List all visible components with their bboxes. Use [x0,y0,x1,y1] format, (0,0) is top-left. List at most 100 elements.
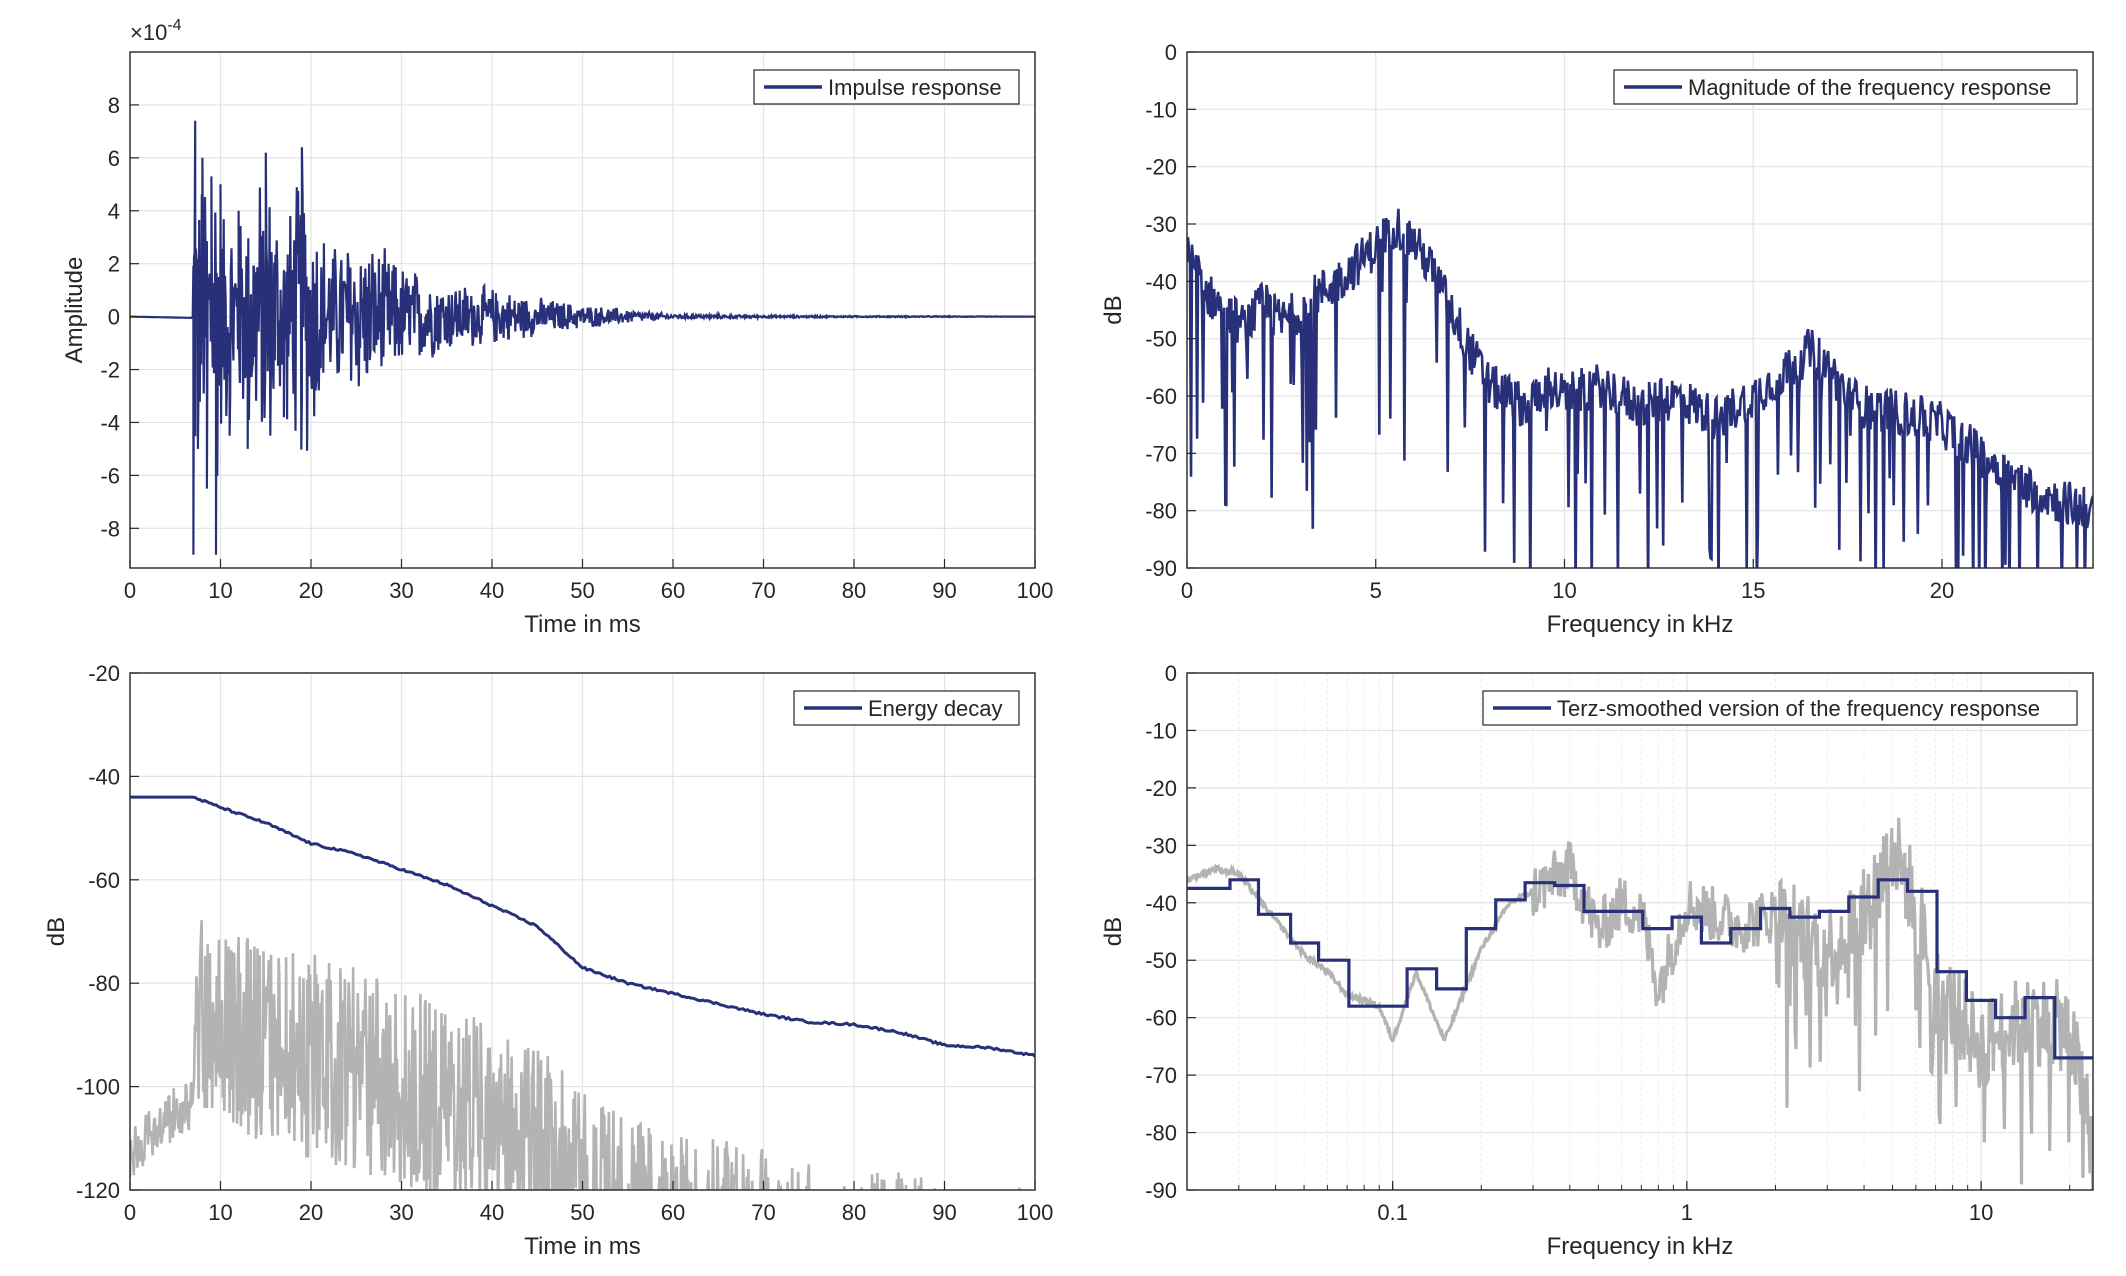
magnitude-y-tick-label: -30 [1145,212,1177,237]
magnitude-y-tick-label: -50 [1145,327,1177,352]
impulse-x-tick-label: 70 [751,578,775,603]
impulse-x-tick-label: 80 [842,578,866,603]
magnitude-frequency-response-plot: 0 5 10 15 20 0 -10 -20 -30 -40 -50 -60 -70 -80 -90 Fr… [1100,40,2094,638]
magnitude-y-ticks: 0 -10 -20 -30 -40 -50 -60 -70 -80 -90 [1145,40,1196,581]
magnitude-y-tick-label: -20 [1145,155,1177,180]
terz-y-tick-label: -60 [1145,1006,1177,1031]
impulse-x-tick-label: 20 [299,578,323,603]
terz-smoothed-line [1187,878,2093,1060]
energy-x-tick-label: 50 [570,1200,594,1225]
magnitude-y-tick-label: -60 [1145,384,1177,409]
terz-legend: Terz-smoothed version of the frequency r… [1482,690,2078,726]
magnitude-y-axis-label: dB [1100,295,1127,324]
magnitude-y-tick-label: -70 [1145,441,1177,466]
energy-x-tick-label: 100 [1017,1200,1054,1225]
energy-x-axis-label: Time in ms [524,1233,640,1260]
magnitude-x-tick-label: 10 [1552,578,1576,603]
magnitude-axes-box [1186,51,2094,569]
impulse-y-tick-label: -2 [100,358,120,383]
terz-y-tick-label: -50 [1145,948,1177,973]
impulse-x-tick-label: 90 [932,578,956,603]
impulse-y-tick-label: 0 [108,305,120,330]
impulse-y-tick-label: -8 [100,516,120,541]
terz-x-axis-label: Frequency in kHz [1547,1233,1734,1260]
impulse-x-tick-label: 10 [208,578,232,603]
impulse-y-tick-label: -4 [100,410,120,435]
terz-smoothed-plot: 0.1 1 10 0 -10 -20 -30 -40 -50 -60 -70 -80 -90 Freq… [1100,661,2094,1260]
energy-y-axis-label: dB [43,917,70,946]
magnitude-x-ticks: 0 5 10 15 20 [1181,559,1954,603]
magnitude-x-axis-label: Frequency in kHz [1547,611,1734,638]
impulse-y-tick-label: -6 [100,463,120,488]
energy-y-tick-label: -60 [88,868,120,893]
energy-y-ticks: -20 -40 -60 -80 -100 -120 [76,661,139,1203]
energy-x-tick-label: 80 [842,1200,866,1225]
energy-y-tick-label: -80 [88,971,120,996]
impulse-x-tick-label: 40 [480,578,504,603]
magnitude-legend-box [1613,69,2078,105]
energy-y-tick-label: -20 [88,661,120,686]
energy-decay-plot: 0 10 20 30 40 50 60 70 80 90 100 -20-40-60-80-100-… [43,661,1053,1260]
energy-x-tick-label: 10 [208,1200,232,1225]
impulse-x-tick-label: 60 [661,578,685,603]
terz-y-tick-label: -70 [1145,1063,1177,1088]
energy-instantaneous-line [130,920,1021,1190]
impulse-y-axis-label: Amplitude [61,257,88,364]
impulse-response-plot: 0 10 20 30 40 50 60 70 80 90 100 -8 -6 -4 -2 0 2 4 6 8 Tim… [61,17,1053,638]
impulse-exponent-base: ×10 [130,20,167,45]
terz-plot-area [1187,817,2093,1190]
energy-legend: Energy decay [793,690,1020,726]
impulse-legend: Impulse response [753,69,1020,105]
energy-x-tick-label: 70 [751,1200,775,1225]
energy-x-tick-label: 40 [480,1200,504,1225]
terz-x-tick-label: 1 [1681,1200,1693,1225]
magnitude-y-tick-label: -80 [1145,499,1177,524]
magnitude-x-tick-label: 0 [1181,578,1193,603]
terz-y-tick-label: -10 [1145,718,1177,743]
terz-legend-box [1482,690,2078,726]
energy-x-tick-label: 90 [932,1200,956,1225]
impulse-x-tick-label: 100 [1017,578,1054,603]
impulse-y-tick-label: 4 [108,199,120,224]
energy-decay-line [130,795,1035,1058]
terz-y-axis-label: dB [1100,917,1127,946]
magnitude-legend: Magnitude of the frequency response [1613,69,2078,105]
magnitude-x-tick-label: 5 [1370,578,1382,603]
energy-y-tick-label: -120 [76,1178,120,1203]
impulse-y-ticks: -8 -6 -4 -2 0 2 4 6 8 [100,93,139,541]
magnitude-x-tick-label: 15 [1741,578,1765,603]
terz-raw-response-line [1187,817,2093,1190]
energy-legend-label: Energy decay [868,696,1003,721]
magnitude-y-tick-label: 0 [1165,40,1177,65]
impulse-exponent-power: -4 [167,17,181,34]
terz-y-ticks: 0 -10 -20 -30 -40 -50 -60 -70 -80 -90 [1145,661,1196,1203]
magnitude-y-tick-label: -90 [1145,556,1177,581]
terz-y-tick-label: -90 [1145,1178,1177,1203]
impulse-y-tick-label: 2 [108,252,120,277]
terz-x-tick-label: 10 [1969,1200,1993,1225]
magnitude-legend-label: Magnitude of the frequency response [1688,75,2051,100]
impulse-x-tick-label: 50 [570,578,594,603]
impulse-plot-area [130,120,1035,555]
impulse-y-exponent: ×10-4 [130,17,182,45]
terz-axes-box [1186,672,2094,1191]
magnitude-x-tick-label: 20 [1930,578,1954,603]
energy-x-tick-label: 0 [124,1200,136,1225]
impulse-legend-label: Impulse response [828,75,1002,100]
impulse-x-tick-label: 0 [124,578,136,603]
terz-y-tick-label: -40 [1145,891,1177,916]
terz-x-tick-label: 0.1 [1377,1200,1408,1225]
terz-x-ticks: 0.1 1 10 [1186,1181,2071,1225]
terz-y-tick-label: -80 [1145,1121,1177,1146]
impulse-x-ticks: 0 10 20 30 40 50 60 70 80 90 100 [124,559,1053,603]
energy-plot-area [130,795,1035,1190]
impulse-y-tick-label: 6 [108,146,120,171]
magnitude-y-tick-label: -10 [1145,97,1177,122]
energy-y-tick-label: -100 [76,1075,120,1100]
terz-y-tick-label: 0 [1165,661,1177,686]
energy-x-ticks: 0 10 20 30 40 50 60 70 80 90 100 [124,1181,1053,1225]
energy-y-tick-label: -40 [88,764,120,789]
energy-x-tick-label: 30 [389,1200,413,1225]
impulse-x-tick-label: 30 [389,578,413,603]
